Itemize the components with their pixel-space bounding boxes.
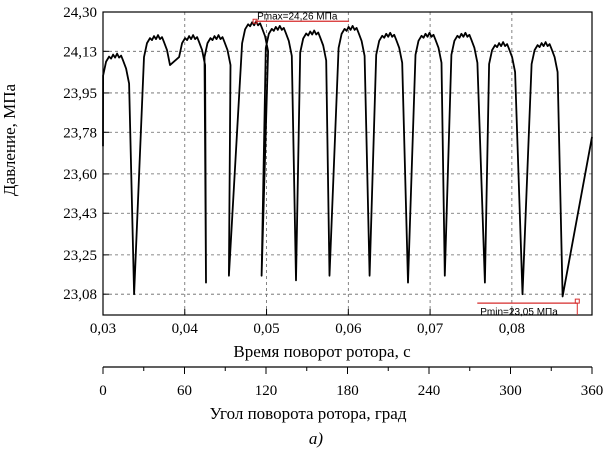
- pmin-marker: [574, 298, 580, 304]
- x-tick-label: 0,08: [499, 321, 525, 337]
- angle-tick-label: 240: [418, 383, 441, 399]
- annotation-layer: Pmax=24,26 МПа Pmin=23,05 МПа: [252, 11, 580, 318]
- pressure-series-line: [102, 20, 593, 298]
- y-tick-label: 23,43: [63, 206, 97, 222]
- y-tick-label: 23,78: [63, 125, 97, 141]
- pmax-marker: [252, 18, 258, 24]
- x-tick-label: 0,06: [335, 321, 362, 337]
- angle-tick-label: 360: [581, 383, 604, 399]
- angle-tick-label: 180: [336, 383, 359, 399]
- x-tick-label: 0,07: [417, 321, 444, 337]
- angle-tick-label: 0: [99, 383, 107, 399]
- angle-tick-label: 60: [177, 383, 192, 399]
- x-axis-title: Время поворот ротора, с: [233, 342, 411, 361]
- y-tick-label: 23,08: [63, 287, 97, 303]
- plot-frame: [102, 11, 593, 316]
- y-tick-label: 23,25: [63, 248, 97, 264]
- series-layer: [102, 20, 593, 298]
- x-tick-label: 0,03: [90, 321, 116, 337]
- angle-tick-label: 120: [255, 383, 278, 399]
- y-tick-label: 23,95: [63, 86, 97, 102]
- y-tick-label: 24,13: [63, 44, 97, 60]
- y-axis-title: Давление, МПа: [0, 83, 19, 196]
- axis-layer: 23,08 23,25 23,43 23,60 23,78 23,95 24,13 24,30…: [63, 5, 593, 337]
- y-tick-label: 23,60: [63, 167, 97, 183]
- angle-tick-label: 300: [499, 383, 522, 399]
- y-tick-label: 24,30: [63, 5, 97, 21]
- pmax-label: Pmax=24,26 МПа: [257, 11, 338, 22]
- angle-axis-title: Угол поворота ротора, град: [209, 404, 406, 423]
- angle-axis-layer: 0 60 120 180 240 300 360: [99, 366, 604, 399]
- pmin-label: Pmin=23,05 МПа: [480, 307, 558, 318]
- x-tick-label: 0,05: [253, 321, 279, 337]
- figure-caption: a): [309, 429, 324, 448]
- x-tick-label: 0,04: [172, 321, 199, 337]
